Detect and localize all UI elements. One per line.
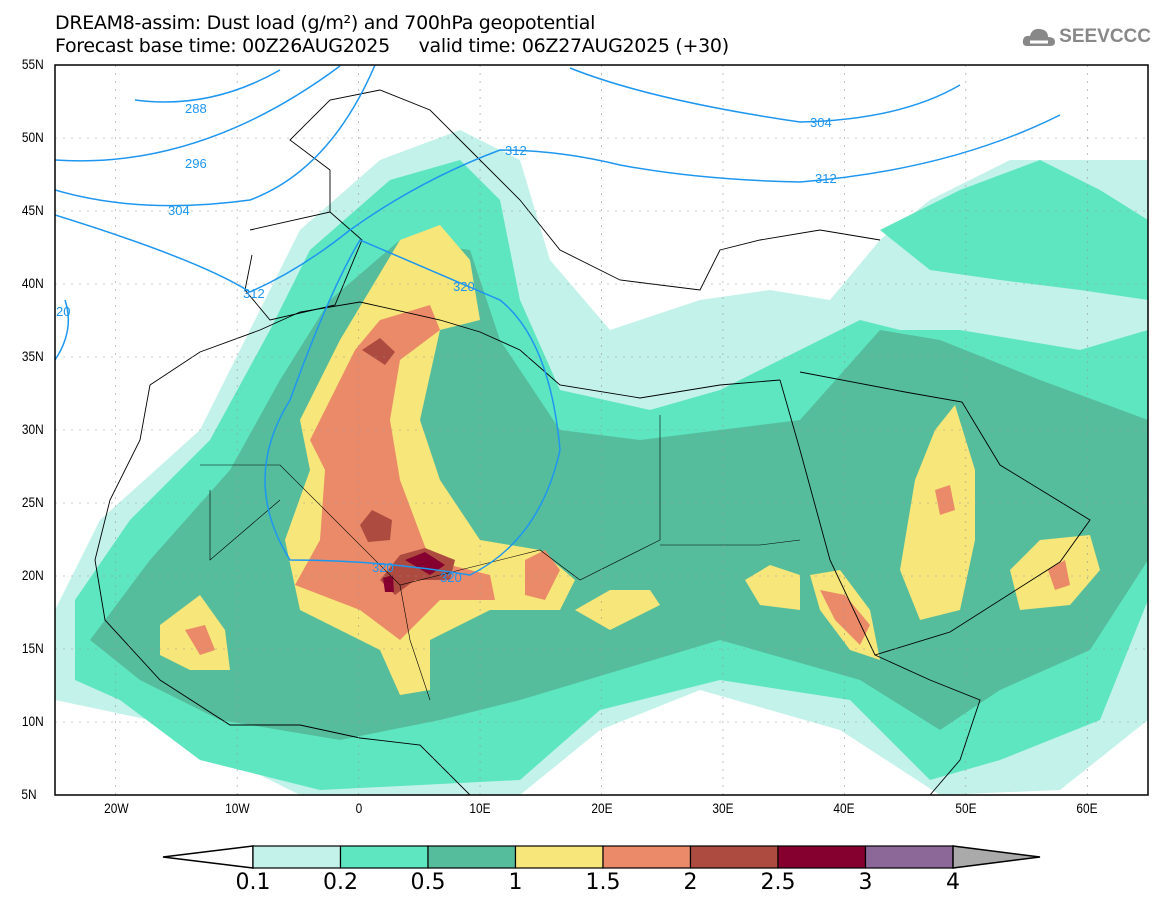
contour-296 (55, 65, 341, 162)
geopotential-contours (55, 65, 1061, 576)
colorbar-min-arrow (162, 845, 254, 869)
colorbar-tick-label: 1.5 (585, 870, 621, 895)
colorbar-tick-label: 4 (946, 870, 960, 895)
contour-288 (134, 69, 281, 103)
colorbar-tick-label: 2 (683, 870, 698, 895)
lon-label: 10E (469, 800, 491, 816)
lon-label: 60E (1076, 800, 1098, 816)
dust-level-1.5-arabia (935, 485, 955, 515)
map-title: DREAM8-assim: Dust load (g/m²) and 700hP… (55, 12, 596, 34)
dust-level-1.5-oman (1048, 560, 1070, 590)
coastlines (94, 89, 1091, 795)
contour-304 (55, 65, 376, 207)
contour-312 (55, 114, 1061, 293)
lat-label: 40N (21, 275, 44, 291)
colorbar-swatch (252, 845, 342, 869)
contour-label: 304 (168, 203, 190, 218)
contour-320-west (55, 299, 70, 361)
graticule (55, 65, 1148, 795)
dust-level-1-chad (575, 590, 660, 630)
dust-level-2.5-south (383, 575, 394, 592)
colorbar-swatch (602, 845, 692, 869)
contour-320 (264, 239, 561, 576)
contour-label: 296 (185, 156, 207, 171)
dust-level-1.5-senegal (185, 625, 215, 655)
lat-label: 50N (21, 129, 44, 145)
contour-label: 320 (440, 570, 462, 585)
lon-label: 30E (712, 800, 734, 816)
dust-level-1.5 (295, 305, 495, 640)
lat-label: 25N (21, 494, 44, 510)
colorbar-tick-label: 0.5 (410, 870, 446, 895)
contour-304-east (569, 67, 961, 123)
dust-level-2 (360, 510, 392, 542)
colorbar-swatch (514, 845, 604, 869)
contour-label: 312 (815, 171, 837, 186)
lat-label: 5N (21, 786, 37, 802)
colorbar (162, 845, 1041, 869)
lat-label: 15N (21, 640, 44, 656)
colorbar-max-arrow (952, 845, 1041, 869)
colorbar-swatch (864, 845, 954, 869)
contour-label: 320 (453, 279, 475, 294)
dust-level-1-sudan (745, 565, 800, 610)
lat-label: 30N (21, 421, 44, 437)
logo-text: SEEVCCC (1059, 26, 1151, 47)
contour-label: 304 (810, 115, 832, 130)
colorbar-swatch (427, 845, 517, 869)
lat-label: 45N (21, 202, 44, 218)
borders (200, 415, 801, 701)
lon-label: 20W (103, 800, 129, 816)
lat-label: 35N (21, 348, 44, 364)
dust-level-1-arabia (900, 405, 975, 620)
forecast-times: Forecast base time: 00Z26AUG2025 valid t… (55, 35, 729, 57)
seevccc-logo: SEEVCCC (1022, 26, 1151, 48)
dust-fields (55, 130, 1148, 795)
contour-labels: 288 296 304 312 320 320 320 304 312 312 … (56, 101, 837, 585)
lat-label: 20N (21, 567, 44, 583)
lon-label: 10W (225, 800, 250, 816)
dust-level-0.2-east (880, 160, 1148, 300)
colorbar-tick-label: 3 (858, 870, 873, 895)
colorbar-swatch (339, 845, 429, 869)
dust-level-2-north (362, 338, 395, 365)
lon-label: 20E (590, 800, 613, 816)
colorbar-tick-label: 1 (508, 870, 523, 895)
contour-label: 288 (185, 101, 207, 116)
map-frame (54, 64, 1149, 796)
lon-label: 40E (833, 800, 855, 816)
lon-label: 50E (955, 800, 977, 816)
colorbar-tick-label: 0.1 (235, 870, 271, 895)
lon-label: 0 (355, 800, 362, 816)
lat-label: 10N (21, 713, 44, 729)
contour-label: 312 (505, 143, 527, 158)
colorbar-swatch (689, 845, 779, 869)
colorbar-swatch (777, 845, 867, 869)
colorbar-tick-label: 0.2 (323, 870, 358, 895)
cloud-icon (1022, 28, 1056, 46)
dust-level-1.5-eritrea (820, 590, 870, 645)
colorbar-tick-label: 2.5 (760, 870, 796, 895)
lat-label: 55N (21, 56, 44, 72)
contour-label: 312 (243, 286, 265, 301)
dust-level-1.5-east (525, 550, 560, 600)
contour-label: 20 (56, 304, 70, 319)
contour-label: 320 (372, 560, 394, 575)
